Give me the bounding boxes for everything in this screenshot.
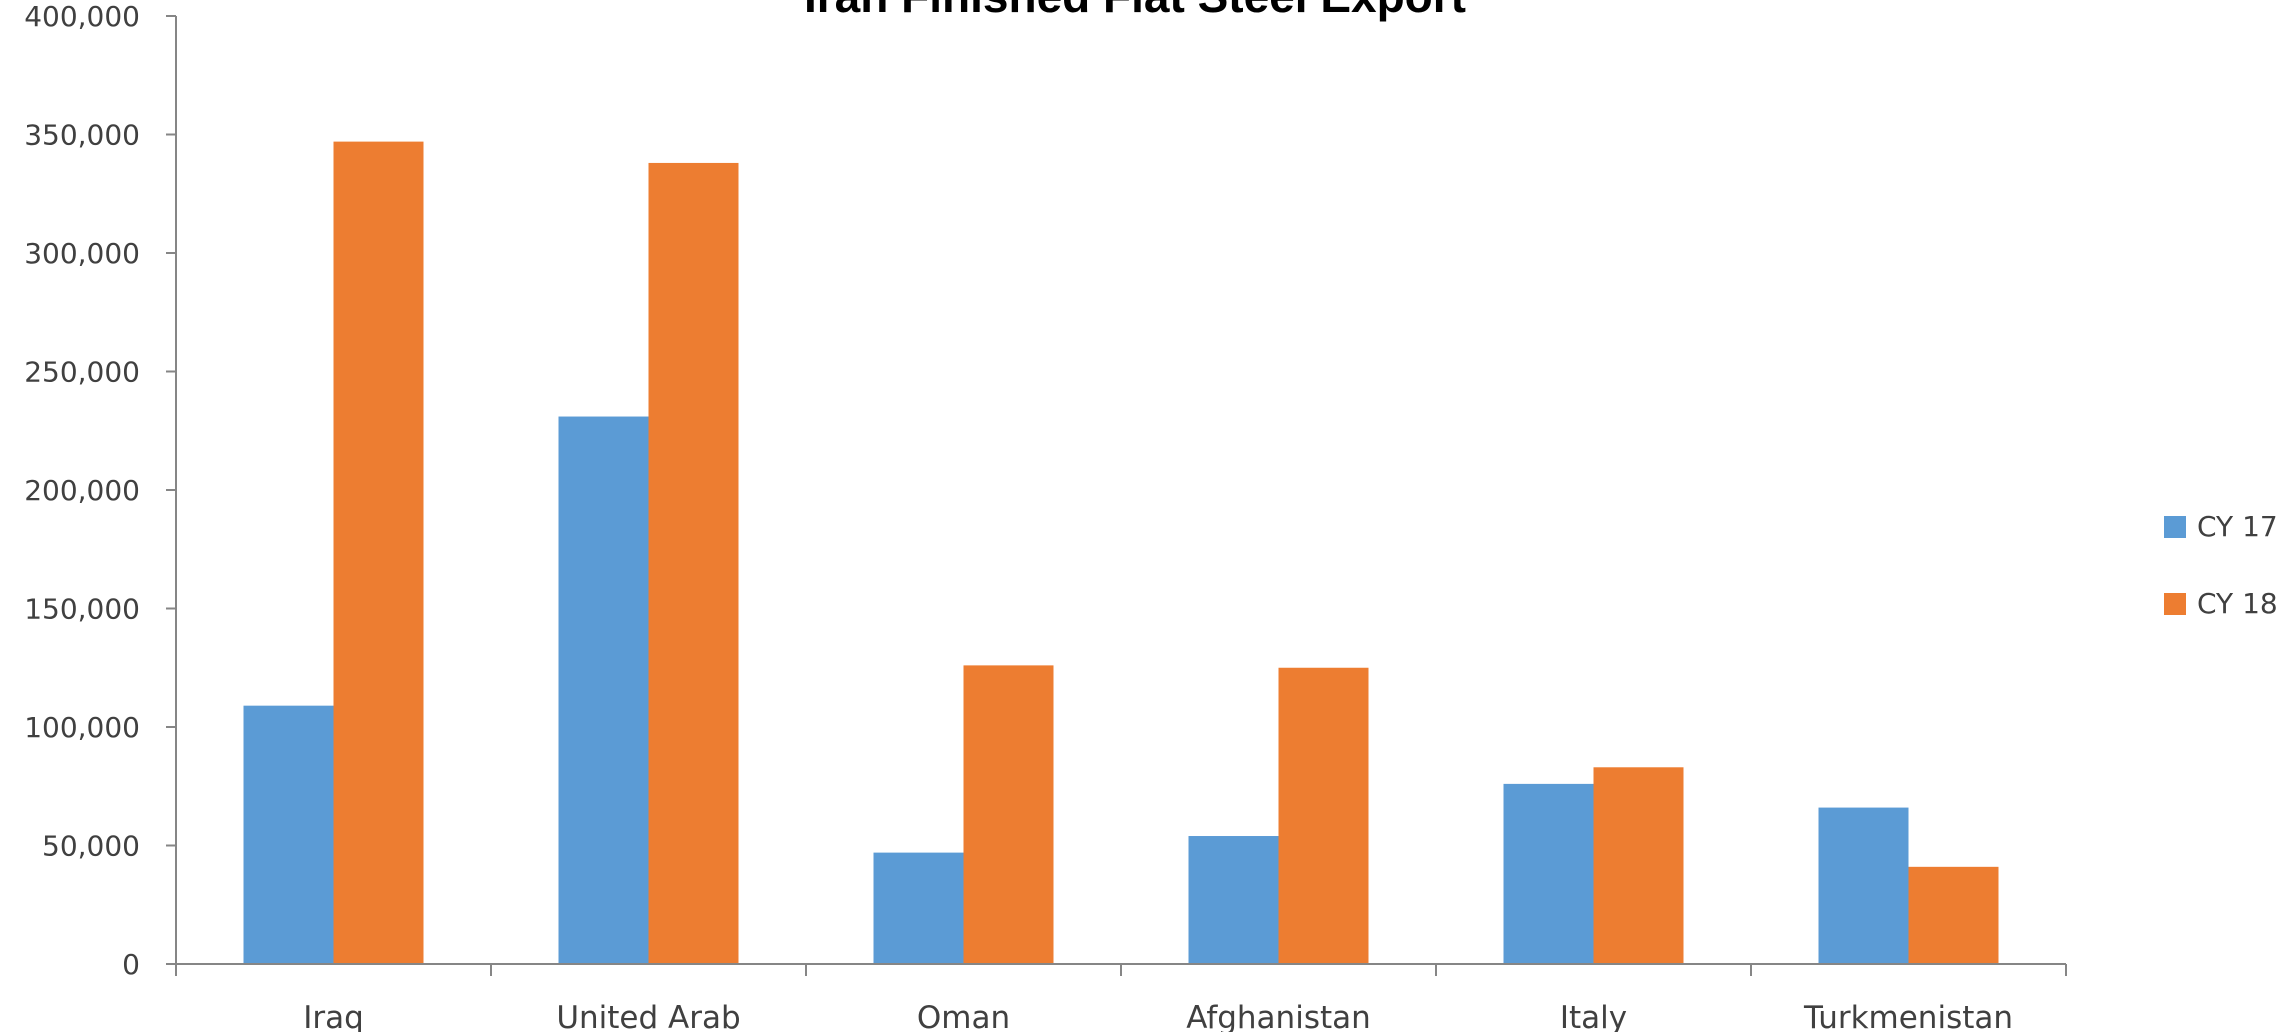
bar — [1278, 667, 1369, 964]
y-axis-ticks: 0 50,000 100,000 150,000 200,000 250,000 300,0… — [24, 0, 176, 981]
legend-swatch — [2164, 593, 2186, 615]
axes — [175, 16, 2067, 976]
bar — [963, 665, 1054, 964]
legend: CY 17 CY 18 — [2164, 510, 2278, 620]
bar — [333, 141, 424, 965]
y-tick-label: 50,000 — [42, 830, 140, 863]
y-tick-label: 0 — [122, 948, 140, 981]
y-tick-label: 300,000 — [24, 237, 140, 270]
x-axis-labels: Iraq United Arab Oman Afghanistan Italy Turkm… — [303, 1000, 2013, 1032]
x-tick-label: Afghanistan — [1186, 1000, 1371, 1032]
x-tick-label: Italy — [1560, 1000, 1627, 1032]
x-tick-label: Turkmenistan — [1803, 1000, 2013, 1032]
bar — [873, 852, 964, 964]
y-tick-label: 200,000 — [24, 474, 140, 507]
y-tick-label: 150,000 — [24, 593, 140, 626]
x-tick-label: United Arab — [556, 1000, 740, 1032]
bar — [1188, 836, 1279, 964]
bar — [1908, 866, 1999, 964]
bar — [648, 162, 739, 964]
y-tick-label: 400,000 — [24, 0, 140, 33]
bar — [1818, 807, 1909, 964]
legend-swatch — [2164, 516, 2186, 538]
bars — [243, 141, 1999, 965]
x-tick-label: Iraq — [303, 1000, 364, 1032]
legend-label: CY 18 — [2197, 587, 2278, 620]
bar — [558, 416, 649, 964]
y-tick-label: 250,000 — [24, 356, 140, 389]
y-tick-label: 350,000 — [24, 119, 140, 152]
y-tick-label: 100,000 — [24, 711, 140, 744]
legend-label: CY 17 — [2197, 510, 2278, 543]
chart-title: Iran Finished Flat Steel Export — [804, 0, 1466, 22]
bar — [1503, 783, 1594, 964]
x-tick-label: Oman — [917, 1000, 1010, 1032]
bar — [1593, 767, 1684, 964]
bar — [243, 705, 334, 964]
